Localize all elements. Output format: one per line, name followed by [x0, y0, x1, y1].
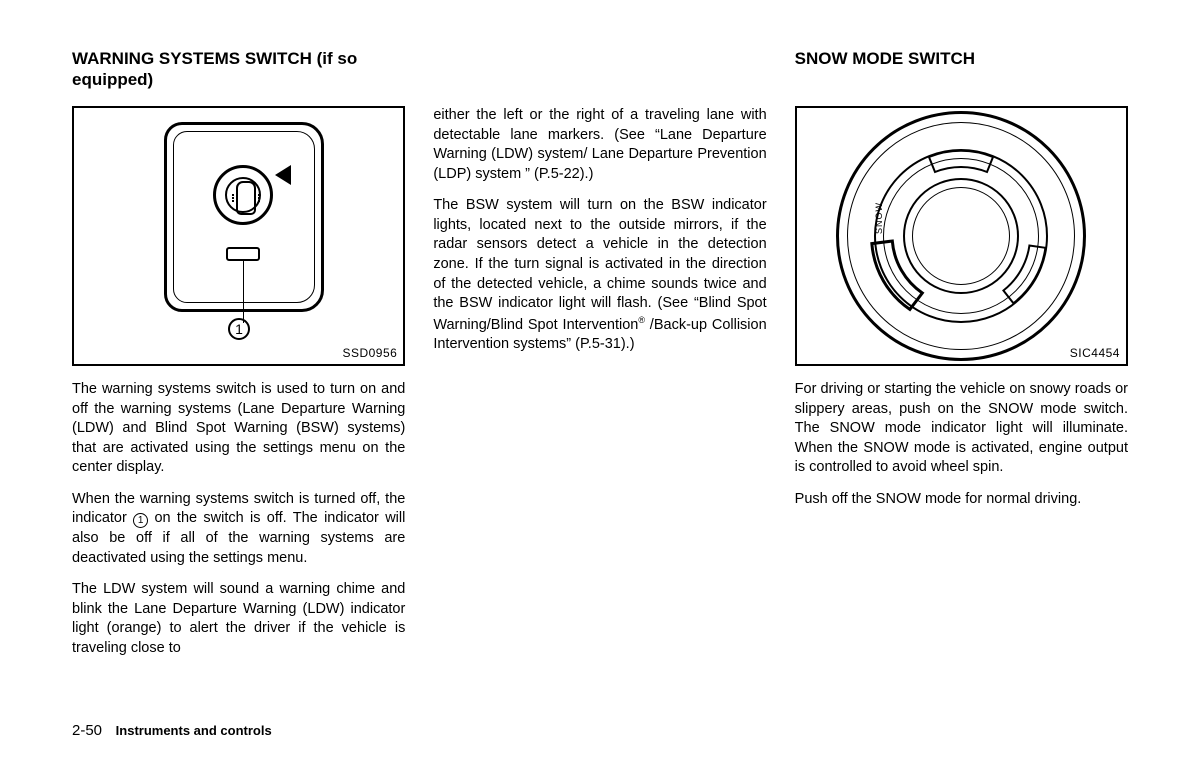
col1-para1: The warning systems switch is used to tu… [72, 380, 405, 478]
col2-para2-a: The BSW system will turn on the BSW indi… [433, 197, 766, 332]
dial-snow-label: SNOW [874, 202, 884, 234]
column-1: WARNING SYSTEMS SWITCH (if so equipped) … [72, 48, 405, 688]
car-lane-icon [236, 181, 256, 215]
page-number: 2-50 [72, 722, 102, 739]
inline-callout-1-icon: 1 [133, 513, 148, 528]
indicator-light-icon [226, 247, 260, 261]
callout-1: 1 [228, 318, 250, 340]
switch-panel-outline [164, 122, 324, 312]
col3-para2: Push off the SNOW mode for normal drivin… [795, 490, 1128, 510]
figure-id-2: SIC4454 [1070, 346, 1120, 360]
column-2: . either the left or the right of a trav… [433, 48, 766, 688]
heading-warning-systems: WARNING SYSTEMS SWITCH (if so equipped) [72, 48, 405, 92]
col2-para1: either the left or the right of a travel… [433, 106, 766, 184]
page-footer: 2-50 Instruments and controls [72, 722, 272, 739]
col1-para2: When the warning systems switch is turne… [72, 490, 405, 568]
callout-leader-line [243, 261, 244, 323]
speaker-icon [275, 165, 291, 185]
figure-snow-dial: SNOW SIC4454 [795, 106, 1128, 366]
registered-mark-icon: ® [638, 315, 645, 325]
heading-snow-mode: SNOW MODE SWITCH [795, 48, 1128, 92]
section-title: Instruments and controls [116, 723, 272, 738]
col3-para1: For driving or starting the vehicle on s… [795, 380, 1128, 478]
page-columns: WARNING SYSTEMS SWITCH (if so equipped) … [72, 48, 1128, 688]
switch-button-icon [213, 165, 273, 225]
col2-para2: The BSW system will turn on the BSW indi… [433, 196, 766, 354]
figure-warning-switch: 1 SSD0956 [72, 106, 405, 366]
figure-id-1: SSD0956 [342, 346, 397, 360]
column-3: SNOW MODE SWITCH SNOW [795, 48, 1128, 688]
col1-para3: The LDW system will sound a warning chim… [72, 580, 405, 658]
